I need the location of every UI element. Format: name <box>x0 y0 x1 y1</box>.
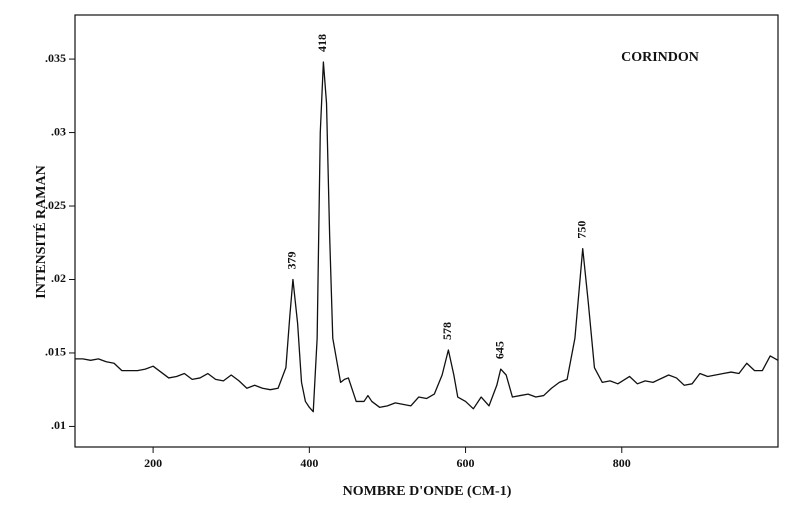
chart-title: CORINDON <box>621 50 699 65</box>
x-tick-label: 200 <box>144 456 162 470</box>
y-tick-label: .035 <box>45 51 66 65</box>
x-tick-label: 600 <box>457 456 475 470</box>
peak-label: 750 <box>574 221 588 239</box>
peak-label: 578 <box>440 322 454 340</box>
peak-label: 418 <box>315 34 329 52</box>
spectrum-line <box>75 61 779 413</box>
y-axis-title: INTENSITÉ RAMAN <box>32 165 49 298</box>
y-tick-label: .03 <box>51 124 66 138</box>
plot-frame <box>74 14 779 448</box>
x-axis-title: NOMBRE D'ONDE (CM-1) <box>343 484 512 499</box>
peak-label: 645 <box>492 341 506 359</box>
y-tick-label: .02 <box>51 271 66 285</box>
peak-label: 379 <box>285 251 299 269</box>
y-tick-label: .025 <box>45 198 66 212</box>
x-tick-label: 400 <box>300 456 318 470</box>
x-tick-label: 800 <box>613 456 631 470</box>
y-tick-label: .01 <box>51 418 66 432</box>
y-tick-label: .015 <box>45 345 66 359</box>
